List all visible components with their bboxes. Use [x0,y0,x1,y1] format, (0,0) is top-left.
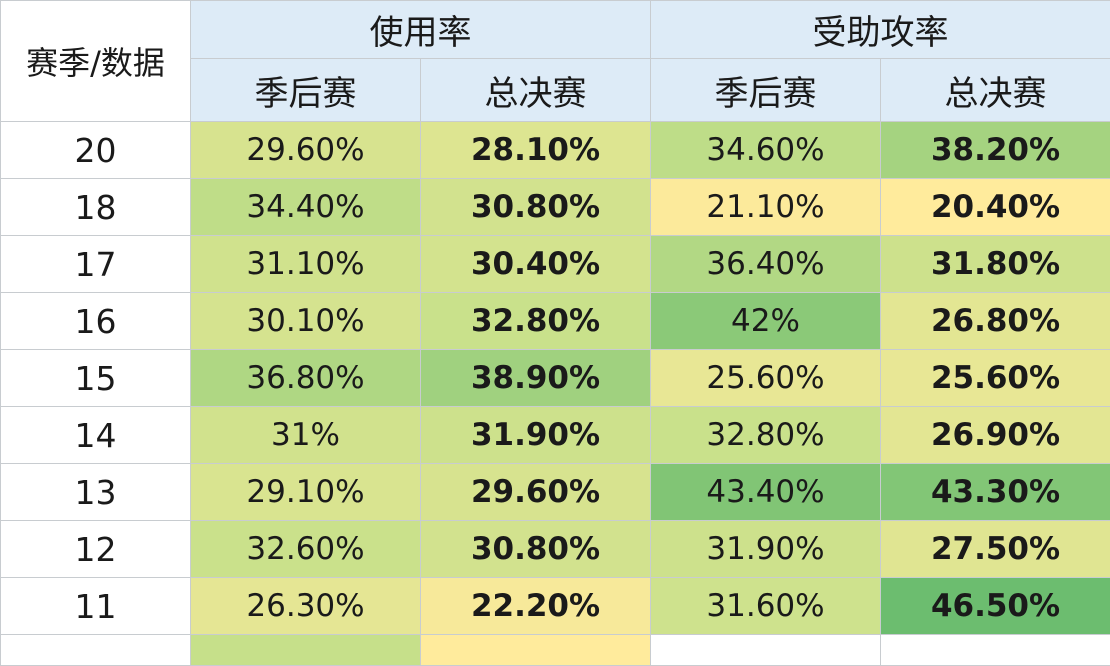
season-cell: 18 [1,179,191,236]
partial-cell [651,635,881,666]
group-header-usage: 使用率 [191,1,651,59]
cell-assisted-finals: 25.60% [881,350,1110,407]
season-cell: 17 [1,236,191,293]
cell-usage-finals: 32.80% [421,293,651,350]
cell-usage-playoffs: 26.30% [191,578,421,635]
season-cell: 16 [1,293,191,350]
cell-assisted-playoffs: 31.60% [651,578,881,635]
cell-assisted-finals: 43.30% [881,464,1110,521]
cell-assisted-playoffs: 31.90% [651,521,881,578]
cell-assisted-finals: 27.50% [881,521,1110,578]
cell-usage-finals: 31.90% [421,407,651,464]
cell-usage-playoffs: 31% [191,407,421,464]
cell-assisted-playoffs: 34.60% [651,122,881,179]
season-cell: 11 [1,578,191,635]
cell-usage-finals: 30.80% [421,521,651,578]
cell-assisted-finals: 38.20% [881,122,1110,179]
subheader-usage-playoffs: 季后赛 [191,59,421,122]
cell-usage-playoffs: 32.60% [191,521,421,578]
cell-assisted-playoffs: 21.10% [651,179,881,236]
subheader-assisted-playoffs: 季后赛 [651,59,881,122]
partial-cell [881,635,1110,666]
cell-usage-playoffs: 34.40% [191,179,421,236]
cell-usage-finals: 28.10% [421,122,651,179]
partial-cell [421,635,651,666]
subheader-assisted-finals: 总决赛 [881,59,1110,122]
cell-usage-finals: 30.40% [421,236,651,293]
group-header-assisted: 受助攻率 [651,1,1110,59]
subheader-usage-finals: 总决赛 [421,59,651,122]
cell-usage-playoffs: 36.80% [191,350,421,407]
cell-usage-playoffs: 31.10% [191,236,421,293]
table-row-partial [1,635,1110,666]
season-cell: 15 [1,350,191,407]
partial-cell [1,635,191,666]
cell-assisted-finals: 31.80% [881,236,1110,293]
season-cell: 14 [1,407,191,464]
cell-usage-finals: 38.90% [421,350,651,407]
cell-assisted-playoffs: 43.40% [651,464,881,521]
cell-assisted-finals: 26.90% [881,407,1110,464]
season-cell: 20 [1,122,191,179]
cell-usage-playoffs: 30.10% [191,293,421,350]
partial-cell [191,635,421,666]
cell-assisted-finals: 26.80% [881,293,1110,350]
cell-assisted-playoffs: 25.60% [651,350,881,407]
cell-assisted-playoffs: 32.80% [651,407,881,464]
cell-usage-playoffs: 29.10% [191,464,421,521]
season-cell: 12 [1,521,191,578]
cell-usage-playoffs: 29.60% [191,122,421,179]
cell-assisted-finals: 20.40% [881,179,1110,236]
corner-header: 赛季/数据 [1,1,191,122]
cell-assisted-finals: 46.50% [881,578,1110,635]
cell-assisted-playoffs: 36.40% [651,236,881,293]
cell-assisted-playoffs: 42% [651,293,881,350]
cell-usage-finals: 29.60% [421,464,651,521]
cell-usage-finals: 22.20% [421,578,651,635]
season-cell: 13 [1,464,191,521]
cell-usage-finals: 30.80% [421,179,651,236]
